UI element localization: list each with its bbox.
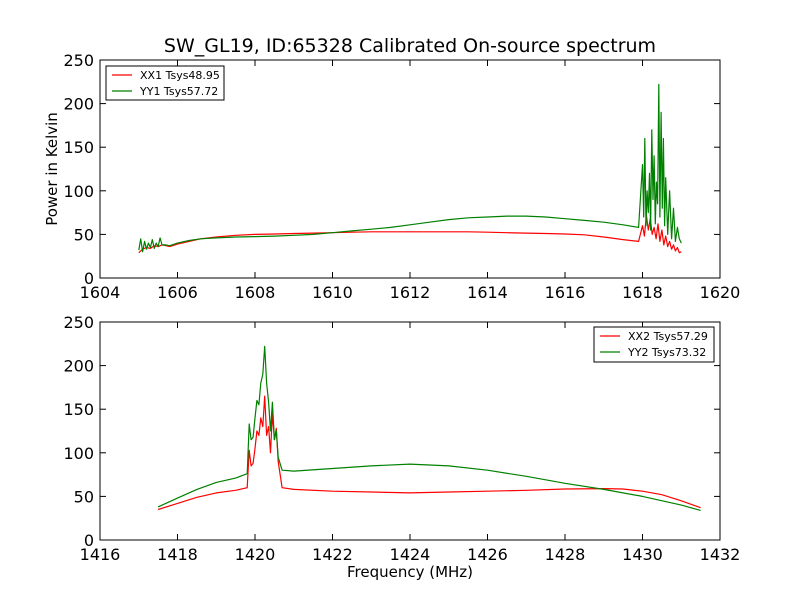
legend-label-yy1: YY1 Tsys57.72 xyxy=(139,85,218,98)
series-line-yy2 xyxy=(157,345,701,511)
top-plot-frame xyxy=(99,59,721,279)
top-plot-lines xyxy=(138,83,682,254)
x-tick-label: 1428 xyxy=(545,545,586,564)
legend-box xyxy=(593,326,715,363)
y-tick-label: 250 xyxy=(63,51,94,70)
x-tick-label: 1608 xyxy=(235,283,276,302)
x-axis-label: Frequency (MHz) xyxy=(347,563,473,581)
legend-label-xx2: XX2 Tsys57.29 xyxy=(628,330,708,343)
top-tick-labels: 1604 1606 1608 1610 1612 1614 1616 1618 1620 0 50 1… xyxy=(63,51,740,302)
x-tick-label: 1420 xyxy=(235,545,276,564)
y-tick-label: 0 xyxy=(84,269,94,288)
top-legend: XX1 Tsys48.95 YY1 Tsys57.72 xyxy=(105,65,225,101)
legend-label-xx1: XX1 Tsys48.95 xyxy=(140,69,220,82)
bottom-chart: Frequency (MHz) 1416 1418 1420 1422 1424 1426… xyxy=(63,313,740,581)
legend-label-yy2: YY2 Tsys73.32 xyxy=(627,346,706,359)
series-line-yy1 xyxy=(138,83,682,253)
y-tick-label: 50 xyxy=(74,225,94,244)
y-tick-label: 200 xyxy=(63,95,94,114)
y-tick-label: 100 xyxy=(63,182,94,201)
y-tick-label: 50 xyxy=(74,487,94,506)
series-line-xx1 xyxy=(138,214,682,254)
x-tick-label: 1422 xyxy=(312,545,353,564)
x-tick-label: 1426 xyxy=(467,545,508,564)
top-chart: SW_GL19, ID:65328 Calibrated On-source s… xyxy=(43,35,740,302)
series-line-xx2 xyxy=(157,395,701,511)
legend-box xyxy=(105,65,225,101)
x-tick-label: 1416 xyxy=(80,545,121,564)
bottom-plot-frame xyxy=(99,321,721,541)
y-tick-label: 0 xyxy=(84,531,94,550)
x-tick-label: 1432 xyxy=(700,545,741,564)
y-tick-label: 250 xyxy=(63,313,94,332)
x-tick-label: 1620 xyxy=(700,283,741,302)
y-tick-label: 100 xyxy=(63,444,94,463)
y-axis-label: Power in Kelvin xyxy=(43,112,61,226)
chart-title: SW_GL19, ID:65328 Calibrated On-source s… xyxy=(164,35,656,57)
y-tick-label: 150 xyxy=(63,400,94,419)
x-tick-label: 1606 xyxy=(157,283,198,302)
bottom-tick-labels: 1416 1418 1420 1422 1424 1426 1428 1430 1432 0 50 1… xyxy=(63,313,740,564)
x-tick-label: 1610 xyxy=(312,283,353,302)
x-tick-label: 1430 xyxy=(622,545,663,564)
x-tick-label: 1616 xyxy=(545,283,586,302)
y-tick-label: 200 xyxy=(63,357,94,376)
x-tick-label: 1618 xyxy=(622,283,663,302)
x-tick-label: 1604 xyxy=(80,283,121,302)
bottom-legend: XX2 Tsys57.29 YY2 Tsys73.32 xyxy=(593,326,715,363)
x-tick-label: 1612 xyxy=(390,283,431,302)
x-tick-label: 1418 xyxy=(157,545,198,564)
x-tick-label: 1424 xyxy=(390,545,431,564)
bottom-plot-lines xyxy=(157,345,701,511)
y-tick-label: 150 xyxy=(63,138,94,157)
x-tick-label: 1614 xyxy=(467,283,508,302)
